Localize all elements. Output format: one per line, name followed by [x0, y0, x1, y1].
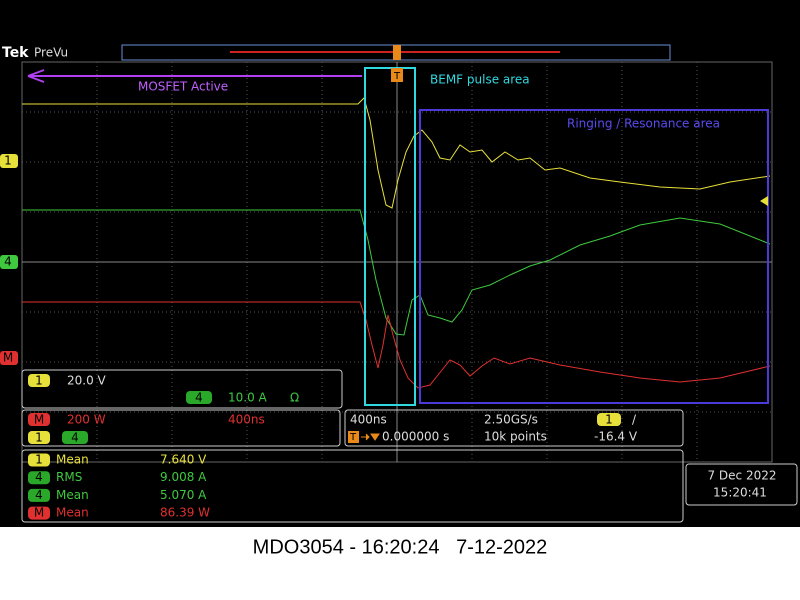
measurement-value: 86.39 W [160, 506, 210, 520]
measurement-panel [21, 449, 684, 523]
ch1-trace [22, 97, 771, 209]
arrow-head [27, 69, 45, 83]
ch4-trace [22, 209, 771, 336]
ch1-marker [0, 154, 18, 168]
trigger-letter: T [393, 71, 401, 82]
badge [28, 431, 50, 444]
math-panel [21, 409, 341, 447]
badge [28, 374, 50, 387]
measurement-list: 1 Mean 7.640 V 4 RMS 9.008 A 4 Mean 5.070 A M Mean… [28, 453, 210, 520]
measurement-type: RMS [56, 470, 82, 484]
math-source1: 1 [35, 431, 43, 445]
position: 0.000000 s [382, 430, 449, 444]
ch4-marker [0, 255, 18, 269]
measurement-source: 1 [35, 453, 43, 467]
trigger-marker [391, 68, 403, 82]
trigger-icon-box [348, 431, 359, 443]
measurement-value: 5.070 A [160, 488, 207, 502]
trigger-slope: / [632, 413, 637, 427]
measurement-value: 9.008 A [160, 470, 207, 484]
record-length: 10k points [484, 430, 547, 444]
ch1-marker-text: 1 [4, 154, 12, 168]
graticule [21, 61, 773, 463]
math-time: 400ns [228, 413, 265, 427]
mosfet-label: MOSFET Active [138, 80, 228, 94]
ch4-badge: 4 [195, 391, 203, 405]
math-badge: M [34, 413, 44, 427]
measurement-source: 4 [35, 470, 43, 484]
measurement-type: Mean [56, 453, 89, 467]
ringing-label: Ringing / Resonance area [567, 117, 720, 131]
trigger-level [760, 196, 768, 206]
trigger-pos [393, 45, 401, 60]
time: 15:20:41 [713, 486, 767, 500]
position-arrow [361, 433, 380, 441]
ch1-scale: 20.0 V [67, 374, 107, 388]
ch4-impedance: Ω [290, 391, 299, 405]
ch1-badge: 1 [35, 374, 43, 388]
ringing-box [419, 109, 769, 404]
measurement-source: M [34, 506, 44, 520]
bemf-label: BEMF pulse area [430, 73, 530, 87]
trigger-level-value: -16.4 V [594, 430, 638, 444]
sample-rate: 2.50GS/s [484, 413, 538, 427]
ch4-marker-text: 4 [4, 255, 12, 269]
ch4-scale: 10.0 A [228, 391, 268, 405]
brand: Tek [2, 45, 29, 61]
measurement-type: Mean [56, 488, 89, 502]
vertical-panel [21, 369, 343, 409]
badge [28, 453, 50, 467]
horizontal-panel [344, 409, 684, 447]
mode: PreVu [34, 46, 68, 60]
trigger-source: 1 [605, 413, 613, 427]
date: 7 Dec 2022 [707, 469, 776, 483]
trigger-icon: T [349, 432, 357, 443]
math-trace [22, 301, 771, 389]
date-panel [685, 463, 798, 506]
measurement-type: Mean [56, 506, 89, 520]
badge [28, 506, 50, 520]
badge [62, 431, 88, 444]
badge [28, 471, 50, 485]
math-source2: 4 [71, 431, 79, 445]
display [0, 0, 800, 527]
badge [28, 413, 50, 426]
math-marker-text: M [3, 351, 13, 365]
badge [597, 413, 621, 426]
measurement-value: 7.640 V [160, 453, 207, 467]
caption: MDO3054 - 16:20:24 7-12-2022 [253, 536, 548, 558]
bemf-box [364, 67, 416, 406]
measurement-source: 4 [35, 488, 43, 502]
badge [28, 488, 50, 502]
badge [186, 391, 212, 404]
timebase: 400ns [350, 413, 387, 427]
math-marker [0, 351, 18, 365]
math-scale: 200 W [67, 413, 106, 427]
